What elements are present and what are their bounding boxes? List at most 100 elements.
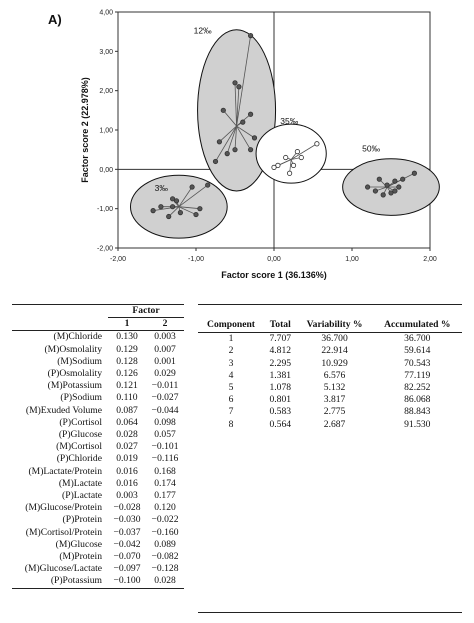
group-label: 50‰ [362, 144, 380, 154]
loadings-blank-header [12, 303, 108, 318]
factor-header: Factor [108, 303, 184, 319]
centroid-spoke [236, 125, 255, 139]
data-point [150, 208, 156, 214]
loadings-row: (P)Cortisol 0.064 0.098 [12, 417, 184, 429]
loading-value: −0.011 [151, 380, 179, 392]
loading-value: 0.126 [116, 368, 138, 380]
loading-value: −0.101 [151, 441, 179, 453]
loading-value: 0.174 [154, 477, 176, 489]
loadings-row: (M)Sodium 0.128 0.001 [12, 356, 184, 368]
data-point [380, 192, 386, 198]
data-point [396, 184, 402, 190]
variance-cell: 3 [228, 357, 234, 369]
loading-value: 0.098 [154, 416, 176, 428]
variance-cell: 36.700 [404, 333, 431, 345]
loading-value: 0.019 [116, 453, 138, 465]
variance-cell: 6.576 [323, 369, 346, 381]
loading-value: 0.110 [116, 392, 138, 404]
data-point [220, 107, 226, 113]
loadings-row: (M)Glucose/Lactate −0.097 −0.128 [12, 563, 184, 575]
variable-name: (P)Potassium [12, 575, 108, 589]
loading-value: 0.029 [154, 368, 176, 380]
variable-name: (P)Cortisol [59, 416, 102, 428]
variable-name: (M)Chloride [53, 331, 103, 343]
loading-value: 0.016 [116, 477, 138, 489]
loadings-row: (M)Lactate 0.016 0.174 [12, 478, 184, 490]
data-point [314, 141, 320, 147]
x-tick-label: -2,00 [110, 256, 126, 263]
data-point [212, 158, 219, 165]
variable-name: (P)Lactate [62, 490, 102, 502]
variable-name: (M)Exuded Volume [25, 404, 102, 416]
variance-cell: 2.295 [269, 357, 292, 369]
y-tick-label: 2,00 [99, 88, 113, 95]
loading-value: 0.003 [116, 490, 138, 502]
loading-value: 0.027 [116, 441, 138, 453]
loading-value: 0.177 [154, 490, 176, 502]
loading-value: −0.082 [151, 551, 179, 563]
data-point [166, 213, 172, 220]
variance-cell: 0.801 [269, 394, 292, 406]
loadings-row: (M)Osmolality 0.129 0.007 [12, 344, 184, 356]
y-tick-label: -2,00 [97, 246, 113, 253]
y-tick-label: 0,00 [99, 167, 113, 174]
variance-cell: 86.068 [404, 394, 431, 406]
variance-explained-table: Component Total Variability % Accumulate… [198, 303, 462, 431]
variable-name: (M)Cortisol/Protein [25, 526, 102, 538]
centroid-spoke [178, 184, 208, 208]
loadings-row: (P)Sodium 0.110 −0.027 [12, 392, 184, 404]
loadings-row: (P)Lactate 0.003 0.177 [12, 490, 184, 502]
group-label: 3‰ [155, 183, 169, 193]
variance-cell: 2.775 [323, 406, 346, 418]
loading-value: 0.129 [116, 343, 138, 355]
loading-value: 0.001 [154, 355, 176, 367]
variable-name: (M)Osmolality [44, 343, 102, 355]
x-tick-label: 0,00 [267, 256, 281, 263]
centroid-spoke [234, 82, 237, 127]
loading-value: 0.028 [116, 429, 138, 441]
variance-cell: 8 [228, 418, 234, 430]
data-point [248, 147, 254, 153]
variance-cell: 0.583 [269, 406, 292, 418]
accumulated-header: Accumulated % [372, 303, 462, 334]
loadings-row: (P)Osmolality 0.126 0.029 [12, 368, 184, 380]
centroid-spoke [236, 86, 240, 127]
loading-value: −0.028 [113, 502, 141, 514]
variance-table-bottom-rule [198, 612, 462, 613]
data-point [170, 204, 176, 210]
loadings-row: (M)Exuded Volume 0.087 −0.044 [12, 405, 184, 417]
data-point [177, 210, 183, 216]
loading-value: −0.030 [113, 514, 141, 526]
y-tick-label: 4,00 [99, 10, 113, 17]
data-point [376, 176, 382, 182]
loadings-row: (M)Cortisol 0.027 −0.101 [12, 441, 184, 453]
centroid-spoke [178, 186, 193, 207]
variance-cell: 82.252 [404, 382, 431, 394]
loadings-row: (P)Glucose 0.028 0.057 [12, 429, 184, 441]
variance-cell: 4 [228, 369, 234, 381]
data-point [193, 211, 199, 218]
loading-value: 0.121 [116, 380, 138, 392]
data-point [197, 206, 203, 212]
variable-name: (P)Osmolality [47, 368, 102, 380]
loading-value: 0.003 [154, 331, 176, 343]
variability-header: Variability % [296, 303, 373, 334]
variance-cell: 88.843 [404, 406, 431, 418]
y-tick-label: -1,00 [97, 206, 113, 213]
data-point [286, 170, 293, 176]
factor-2-header: 2 [146, 317, 184, 332]
x-tick-label: -1,00 [188, 256, 204, 263]
data-point [298, 154, 304, 161]
loading-value: −0.042 [113, 538, 141, 550]
loadings-row: (M)Cortisol/Protein −0.037 −0.160 [12, 527, 184, 539]
data-point [400, 176, 406, 182]
variance-row: 1 7.707 36.700 36.700 [198, 333, 462, 346]
data-point [173, 198, 180, 204]
data-point [232, 80, 238, 86]
loadings-row: (P)Chloride 0.019 −0.116 [12, 453, 184, 465]
loading-value: −0.128 [151, 563, 179, 575]
variable-name: (M)Glucose/Protein [25, 502, 102, 514]
factor-loadings-table: Factor 1 2 (M)Chloride 0.130 0.003 (M)Osmol… [12, 303, 184, 589]
variance-cell: 2.687 [323, 418, 346, 430]
loading-value: 0.168 [154, 465, 176, 477]
